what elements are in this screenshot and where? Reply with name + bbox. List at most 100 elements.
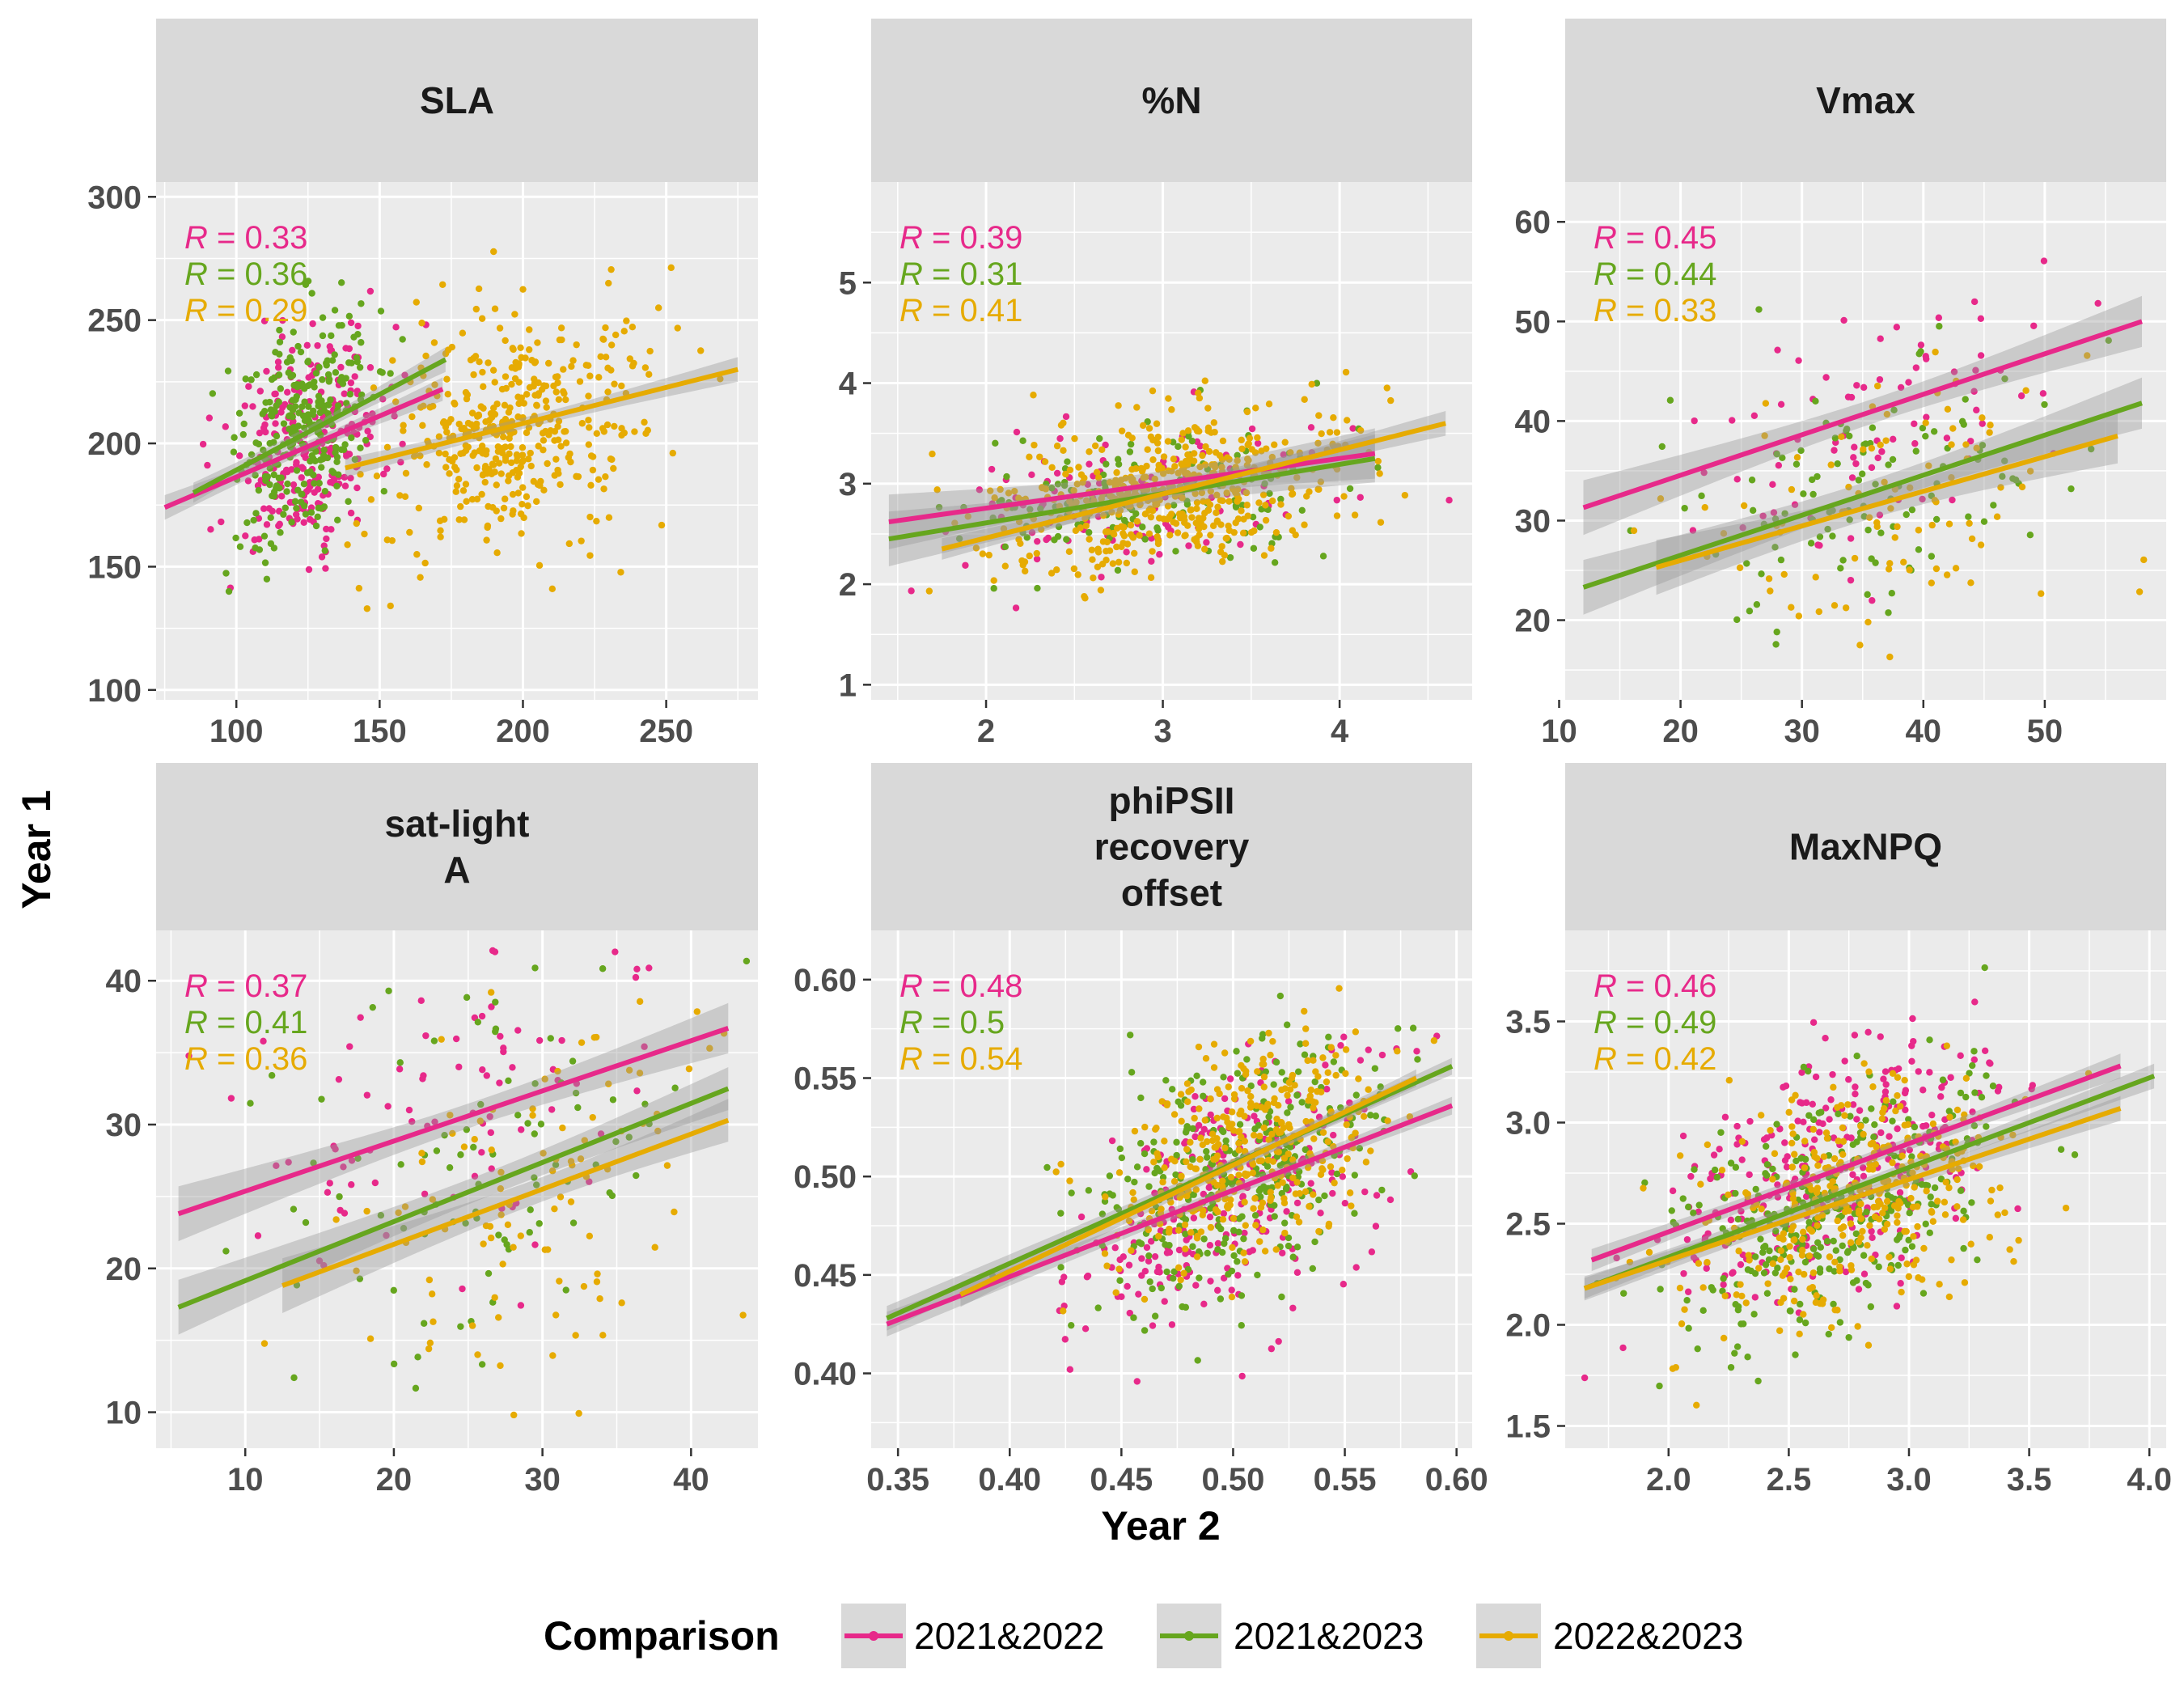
data-point bbox=[518, 394, 526, 401]
data-point bbox=[534, 339, 541, 346]
data-point bbox=[1235, 1228, 1242, 1236]
data-point bbox=[1839, 1231, 1847, 1239]
data-point bbox=[1234, 1272, 1242, 1279]
data-point bbox=[306, 397, 313, 405]
data-point bbox=[1264, 1100, 1272, 1108]
data-point bbox=[1219, 1183, 1226, 1190]
data-point bbox=[1772, 641, 1780, 648]
data-point bbox=[274, 460, 281, 468]
data-point bbox=[1128, 477, 1136, 485]
data-point bbox=[2062, 1204, 2070, 1212]
fit-lines bbox=[163, 347, 739, 520]
data-point bbox=[1271, 441, 1278, 448]
data-point bbox=[599, 425, 607, 432]
data-point bbox=[1860, 1130, 1867, 1138]
data-point bbox=[335, 322, 343, 329]
data-point bbox=[1028, 471, 1035, 478]
data-point bbox=[1298, 1099, 1306, 1106]
data-point bbox=[1210, 1064, 1218, 1071]
data-point bbox=[1943, 571, 1951, 578]
points-2022-2023 bbox=[260, 989, 747, 1419]
data-point bbox=[1146, 1278, 1153, 1286]
data-point bbox=[623, 317, 630, 324]
data-point bbox=[1285, 512, 1293, 520]
data-point bbox=[1064, 458, 1071, 465]
data-point bbox=[1295, 1218, 1303, 1226]
data-point bbox=[542, 397, 550, 405]
data-point bbox=[491, 305, 499, 312]
data-point bbox=[453, 482, 461, 489]
correlation-label: R = 0.45 bbox=[1594, 220, 1716, 256]
data-point bbox=[1887, 1207, 1895, 1214]
data-point bbox=[1746, 1171, 1753, 1179]
data-point bbox=[509, 468, 517, 477]
data-point bbox=[585, 417, 592, 424]
data-point bbox=[1788, 1139, 1796, 1147]
data-point bbox=[1206, 1213, 1214, 1221]
data-point bbox=[1068, 1321, 1075, 1329]
data-point bbox=[478, 1149, 485, 1156]
x-tick-label: 2.5 bbox=[1767, 1462, 1812, 1498]
data-point bbox=[248, 376, 255, 383]
data-point bbox=[1053, 443, 1061, 450]
data-point bbox=[380, 470, 387, 478]
data-point bbox=[345, 498, 352, 506]
x-tick-label: 50 bbox=[2027, 714, 2063, 749]
data-point bbox=[1943, 434, 1951, 442]
data-point bbox=[1887, 505, 1894, 512]
data-point bbox=[421, 559, 429, 567]
data-point bbox=[618, 425, 625, 432]
data-point bbox=[462, 481, 470, 488]
data-point bbox=[1101, 479, 1108, 486]
data-point bbox=[1314, 439, 1322, 447]
data-point bbox=[1187, 506, 1195, 514]
data-point bbox=[362, 437, 370, 444]
data-point bbox=[589, 1113, 596, 1121]
data-point bbox=[284, 388, 291, 396]
data-point bbox=[1063, 536, 1070, 543]
data-point bbox=[1209, 522, 1217, 530]
data-point bbox=[908, 587, 915, 595]
data-point bbox=[318, 464, 325, 471]
data-point bbox=[543, 404, 550, 411]
facet-title-line: offset bbox=[1121, 872, 1222, 914]
data-point bbox=[1182, 1216, 1190, 1223]
data-point bbox=[412, 1384, 420, 1392]
data-point bbox=[1193, 438, 1201, 446]
data-point bbox=[1847, 1220, 1855, 1227]
data-point bbox=[1792, 1157, 1800, 1165]
data-point bbox=[1230, 487, 1238, 494]
data-point bbox=[312, 447, 320, 455]
data-point bbox=[1243, 502, 1251, 509]
data-point bbox=[1270, 1081, 1277, 1088]
data-point bbox=[1860, 383, 1868, 392]
data-point bbox=[1780, 570, 1788, 578]
data-point bbox=[1801, 1155, 1809, 1163]
data-point bbox=[1146, 505, 1154, 512]
data-point bbox=[1175, 1227, 1183, 1234]
data-point bbox=[636, 1070, 644, 1077]
data-point bbox=[586, 424, 593, 431]
data-point bbox=[1897, 1103, 1904, 1110]
data-point bbox=[471, 1136, 478, 1143]
data-point bbox=[1881, 478, 1888, 486]
data-point bbox=[419, 1075, 426, 1083]
data-point bbox=[1859, 1227, 1866, 1235]
data-point bbox=[1097, 587, 1105, 594]
data-point bbox=[1915, 546, 1923, 553]
data-point bbox=[1394, 1025, 1402, 1032]
data-point bbox=[449, 432, 457, 440]
data-point bbox=[1917, 341, 1925, 349]
data-point bbox=[1147, 574, 1155, 582]
data-point bbox=[451, 454, 459, 461]
data-point bbox=[1077, 471, 1086, 478]
data-point bbox=[509, 1064, 516, 1071]
data-point bbox=[451, 400, 459, 408]
data-point bbox=[1858, 470, 1866, 477]
data-point bbox=[1175, 1282, 1183, 1290]
data-point bbox=[1874, 1197, 1882, 1205]
data-point bbox=[1963, 1135, 1971, 1142]
data-point bbox=[1015, 536, 1022, 543]
fit-line-2022-2023 bbox=[1583, 1106, 2122, 1291]
data-point bbox=[1246, 1037, 1255, 1045]
